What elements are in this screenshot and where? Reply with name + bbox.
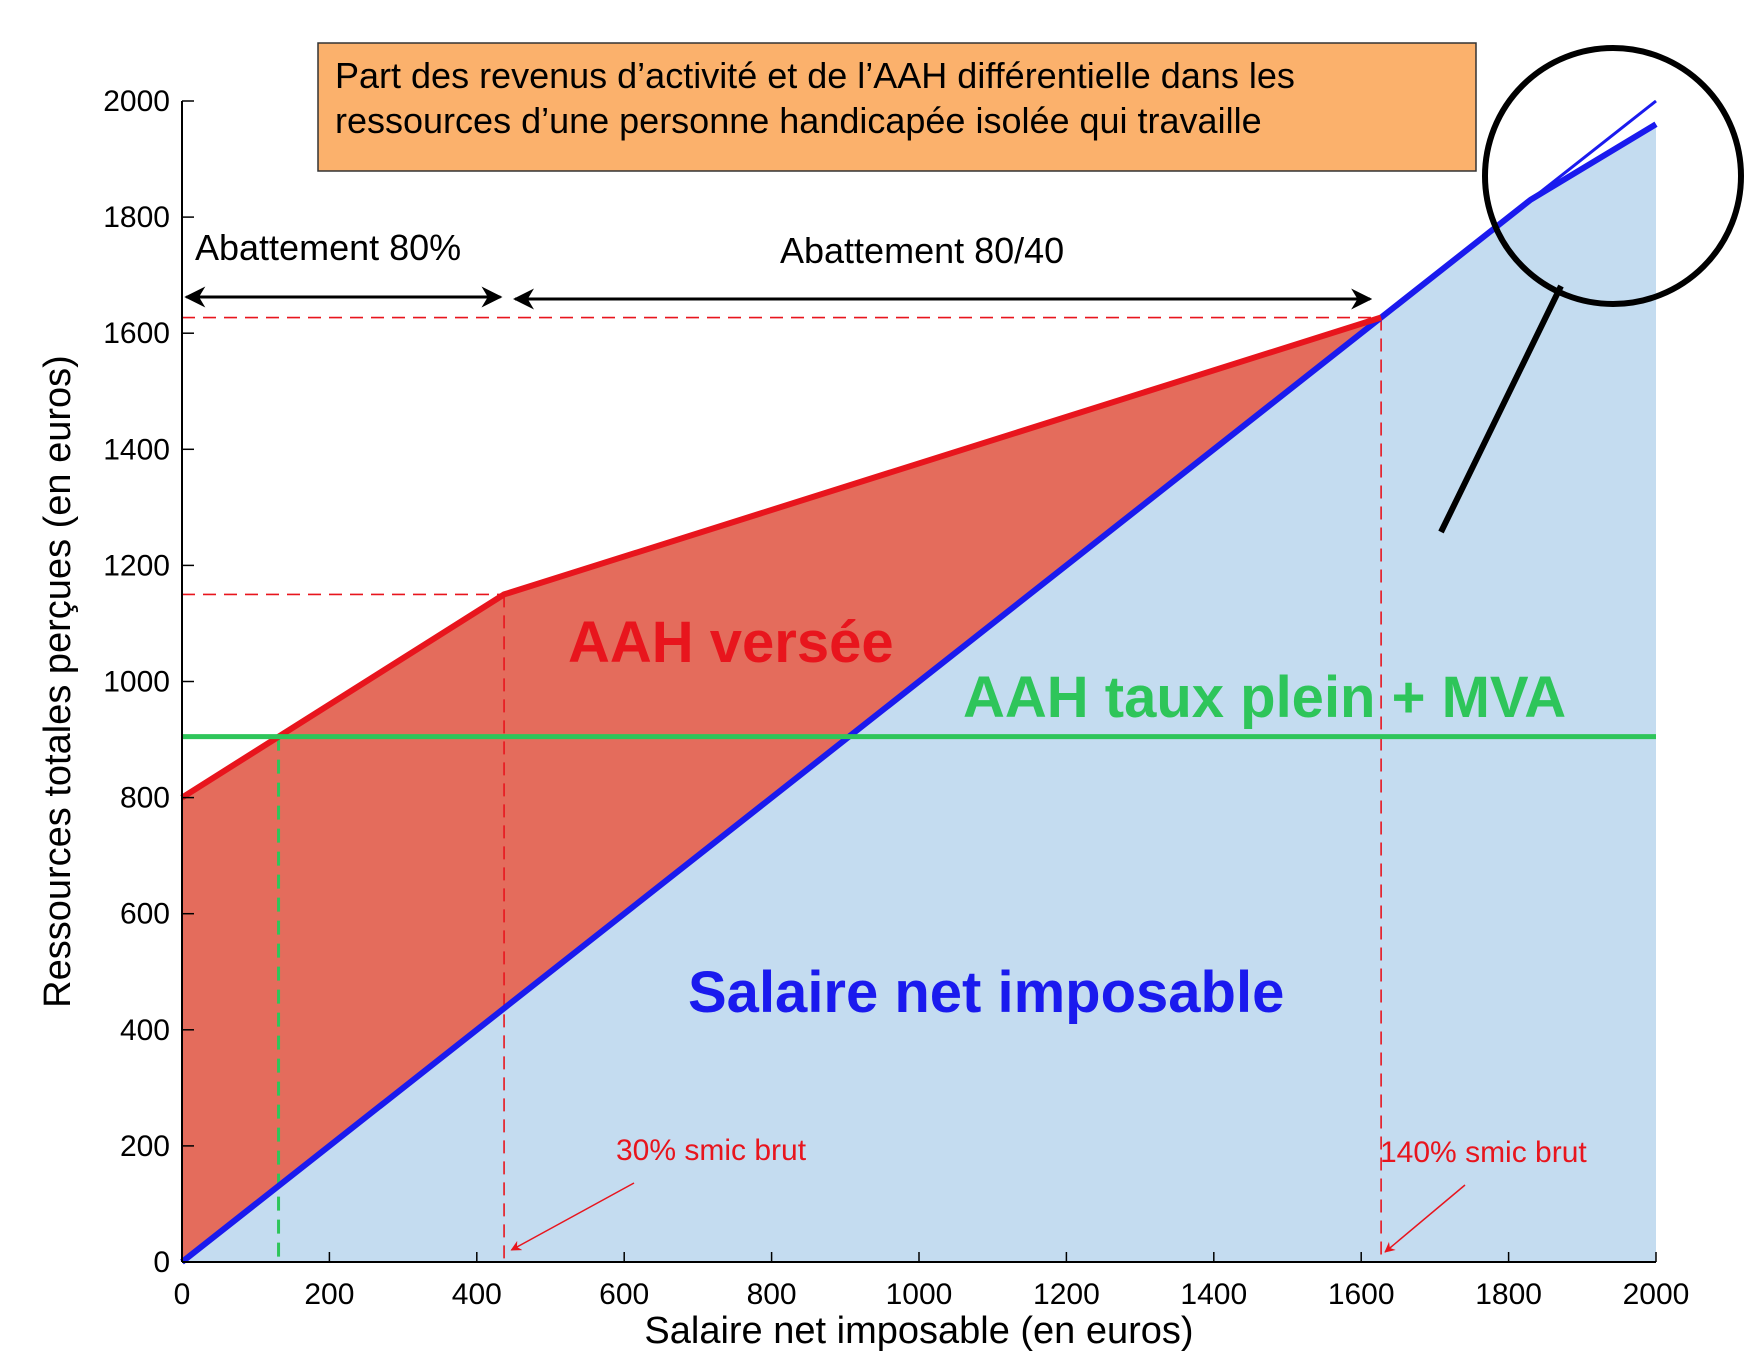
salary-line-thin — [1529, 99, 1657, 201]
x-tick-label: 800 — [747, 1278, 797, 1311]
salary-line — [180, 121, 1658, 1265]
series-lines — [180, 99, 1658, 1265]
y-tick-label: 200 — [120, 1130, 170, 1163]
smic-30-label: 30% smic brut — [616, 1134, 807, 1167]
y-tick-label: 400 — [120, 1014, 170, 1047]
y-tick-label: 2000 — [103, 85, 170, 118]
title-box — [317, 42, 1477, 172]
smic-140-label: 140% smic brut — [1380, 1136, 1587, 1169]
x-tick-label: 400 — [452, 1278, 502, 1311]
x-tick-label: 1200 — [1033, 1278, 1100, 1311]
zoom-pointer-line — [1438, 284, 1564, 534]
reference-lines — [182, 316, 1382, 1262]
x-tick-label: 1800 — [1475, 1278, 1542, 1311]
salary-area-fill — [182, 124, 1656, 1263]
abattement-80-40-label: Abattement 80/40 — [780, 230, 1064, 271]
chart-title-line-1: Part des revenus d’activité et de l’AAH … — [335, 55, 1295, 96]
x-axis-label: Salaire net imposable (en euros) — [644, 1310, 1193, 1352]
x-tick-label: 1600 — [1328, 1278, 1395, 1311]
y-tick-label: 800 — [120, 782, 170, 815]
y-tick-label: 1800 — [103, 201, 170, 234]
smic-30-arrow — [510, 1182, 635, 1251]
axes: 0 200 400 600 800 1000 1200 1400 1600 1800 2000 0 20… — [37, 85, 1689, 1352]
aah-line — [180, 314, 1383, 801]
chart-title-line-2: ressources d’une personne handicapée iso… — [335, 100, 1262, 141]
zoom-circle — [1482, 45, 1744, 307]
x-tick-label: 1000 — [886, 1278, 953, 1311]
salary-label: Salaire net imposable — [688, 960, 1284, 1025]
y-tick-label: 1400 — [103, 433, 170, 466]
y-tick-label: 0 — [153, 1246, 170, 1279]
x-tick-label: 1400 — [1180, 1278, 1247, 1311]
abattement-80-label: Abattement 80% — [195, 227, 461, 268]
x-tick-label: 2000 — [1623, 1278, 1690, 1311]
y-tick-label: 1000 — [103, 666, 170, 699]
y-tick-label: 1600 — [103, 317, 170, 350]
aah-taux-plein-label: AAH taux plein + MVA — [963, 665, 1566, 730]
annotations: Part des revenus d’activité et de l’AAH … — [184, 42, 1744, 1253]
x-tick-label: 200 — [304, 1278, 354, 1311]
x-tick-label: 600 — [599, 1278, 649, 1311]
y-axis-label: Ressources totales perçues (en euros) — [37, 355, 79, 1008]
y-tick-label: 1200 — [103, 549, 170, 582]
y-tick-label: 600 — [120, 898, 170, 931]
smic-140-arrow — [1384, 1184, 1466, 1253]
aah-versee-label: AAH versée — [568, 610, 894, 675]
x-tick-label: 0 — [174, 1278, 191, 1311]
